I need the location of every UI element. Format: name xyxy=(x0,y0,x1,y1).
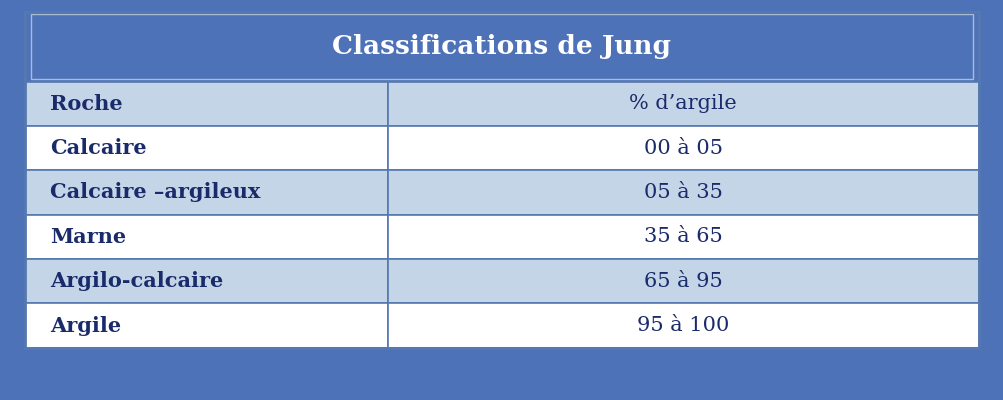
Bar xyxy=(387,303,978,348)
Text: 65 à 95: 65 à 95 xyxy=(643,272,722,291)
Bar xyxy=(25,170,387,215)
Text: 35 à 65: 35 à 65 xyxy=(643,227,722,246)
Text: Argile: Argile xyxy=(50,316,121,336)
Bar xyxy=(25,215,387,259)
Text: 00 à 05: 00 à 05 xyxy=(643,139,722,158)
Bar xyxy=(387,215,978,259)
Text: Marne: Marne xyxy=(50,227,126,247)
Bar xyxy=(387,82,978,126)
Text: Classifications de Jung: Classifications de Jung xyxy=(332,34,671,59)
Bar xyxy=(25,259,387,304)
Bar xyxy=(25,303,387,348)
Text: % d’argile: % d’argile xyxy=(629,94,736,113)
Bar xyxy=(25,12,978,348)
Text: 95 à 100: 95 à 100 xyxy=(636,316,729,335)
Bar xyxy=(25,126,387,170)
Text: Roche: Roche xyxy=(50,94,122,114)
Text: 05 à 35: 05 à 35 xyxy=(643,183,722,202)
Text: Calcaire –argileux: Calcaire –argileux xyxy=(50,182,261,202)
Bar xyxy=(25,82,387,126)
Text: Argilo-calcaire: Argilo-calcaire xyxy=(50,271,224,291)
Bar xyxy=(387,126,978,170)
Bar xyxy=(31,14,972,79)
Bar xyxy=(387,170,978,215)
Bar xyxy=(387,259,978,304)
Text: Calcaire: Calcaire xyxy=(50,138,146,158)
Bar xyxy=(25,12,978,82)
